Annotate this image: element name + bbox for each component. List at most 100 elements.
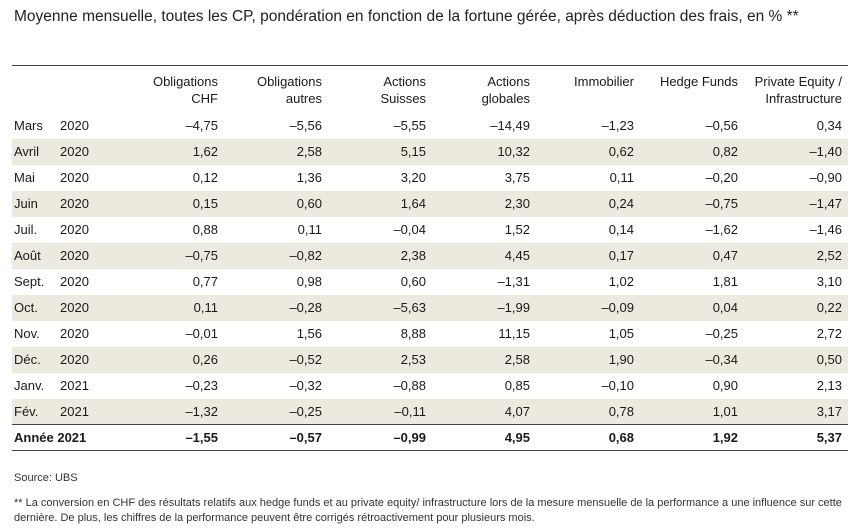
- table-row: Mai 2020 0,12 1,36 3,20 3,75 0,11 –0,20 –0,90: [12, 165, 848, 191]
- row-month: Oct.: [14, 300, 38, 315]
- cell-value: –0,82: [289, 248, 322, 263]
- cell-value: 0,60: [296, 196, 322, 211]
- cell-value: 0,47: [712, 248, 738, 263]
- row-year: 2020: [60, 222, 89, 237]
- table-row: Déc. 2020 0,26 –0,52 2,53 2,58 1,90 –0,34 0,50: [12, 346, 848, 373]
- cell-value: –1,31: [497, 274, 530, 289]
- cell-value: –0,88: [393, 378, 426, 393]
- cell-value: 3,75: [504, 170, 530, 185]
- table-row: Nov. 2020 –0,01 1,56 8,88 11,15 1,05 –0,25 2,72: [12, 321, 848, 347]
- cell-value: 1,62: [192, 144, 218, 159]
- cell-value: 0,17: [608, 248, 634, 263]
- cell-value: 3,10: [816, 274, 842, 289]
- cell-value: 2,13: [816, 378, 842, 393]
- cell-value: 0,24: [608, 196, 634, 211]
- cell-value: 0,78: [608, 403, 634, 419]
- cell-value: –0,34: [705, 352, 738, 367]
- cell-value: 2,52: [816, 248, 842, 263]
- cell-value: –0,25: [705, 326, 738, 341]
- row-year: 2020: [60, 144, 89, 159]
- row-month: Juin: [14, 196, 38, 211]
- cell-value: –0,75: [185, 248, 218, 263]
- cell-value: 0,50: [816, 352, 842, 367]
- month-header: [12, 65, 60, 113]
- table-row: Août 2020 –0,75 –0,82 2,38 4,45 0,17 0,47 2,52: [12, 242, 848, 269]
- row-year: 2020: [60, 118, 89, 133]
- row-year: 2020: [60, 274, 89, 289]
- total-value: 5,37: [816, 430, 842, 445]
- column-header-obligations-autres: Obligations autres: [224, 65, 328, 113]
- total-row: Année 2021 –1,55 –0,57 –0,99 4,95 0,68 1,92 5,3…: [12, 424, 848, 451]
- row-month: Sept.: [14, 274, 45, 289]
- total-value: –0,57: [289, 430, 322, 445]
- cell-value: 2,38: [400, 248, 426, 263]
- cell-value: 1,52: [504, 222, 530, 237]
- cell-value: 1,01: [712, 403, 738, 419]
- cell-value: 0,82: [712, 144, 738, 159]
- cell-value: –0,90: [809, 170, 842, 185]
- cell-value: –1,47: [809, 196, 842, 211]
- table-row: Juin 2020 0,15 0,60 1,64 2,30 0,24 –0,75 –1,47: [12, 190, 848, 217]
- performance-table: Obligations CHF Obligations autres Actions…: [12, 65, 848, 451]
- column-header-private-equity: Private Equity / Infrastructure: [744, 65, 848, 113]
- cell-value: 0,62: [608, 144, 634, 159]
- cell-value: 0,15: [192, 196, 218, 211]
- table-row: Janv. 2021 –0,23 –0,32 –0,88 0,85 –0,10 0,90 2,1…: [12, 373, 848, 399]
- cell-value: 0,26: [192, 352, 218, 367]
- cell-value: 0,85: [504, 378, 530, 393]
- cell-value: 8,88: [400, 326, 426, 341]
- cell-value: 0,98: [296, 274, 322, 289]
- total-value: 1,92: [712, 430, 738, 445]
- cell-value: 5,15: [400, 144, 426, 159]
- cell-value: 3,20: [400, 170, 426, 185]
- cell-value: 2,72: [816, 326, 842, 341]
- row-year: 2020: [60, 326, 89, 341]
- cell-value: 0,14: [608, 222, 634, 237]
- cell-value: –0,23: [185, 378, 218, 393]
- cell-value: –1,99: [497, 300, 530, 315]
- cell-value: –4,75: [185, 118, 218, 133]
- total-value: –0,99: [393, 430, 426, 445]
- cell-value: 1,56: [296, 326, 322, 341]
- cell-value: 2,30: [504, 196, 530, 211]
- row-year: 2020: [60, 248, 89, 263]
- cell-value: –5,63: [393, 300, 426, 315]
- cell-value: –0,04: [393, 222, 426, 237]
- cell-value: 0,11: [297, 222, 322, 237]
- row-month: Août: [14, 248, 41, 263]
- cell-value: –0,20: [705, 170, 738, 185]
- row-year: 2020: [60, 352, 89, 367]
- row-month: Avril: [14, 144, 40, 159]
- cell-value: 0,12: [192, 170, 218, 185]
- row-month: Mai: [14, 170, 35, 185]
- total-value: –1,55: [185, 430, 218, 445]
- footnote: ** La conversion en CHF des résultats re…: [14, 497, 842, 524]
- cell-value: 1,81: [712, 274, 738, 289]
- cell-value: –0,25: [289, 403, 322, 419]
- source-note: Source: UBS: [14, 472, 78, 484]
- row-month: Juil.: [14, 222, 38, 237]
- cell-value: –5,55: [393, 118, 426, 133]
- row-year: 2020: [60, 196, 89, 211]
- total-value: 4,95: [504, 430, 530, 445]
- cell-value: 1,05: [608, 326, 634, 341]
- row-year: 2021: [60, 403, 89, 419]
- cell-value: 1,02: [608, 274, 634, 289]
- cell-value: –5,56: [289, 118, 322, 133]
- cell-value: 0,22: [816, 300, 842, 315]
- row-month: Fév.: [14, 403, 39, 419]
- page-title: Moyenne mensuelle, toutes les CP, pondér…: [14, 8, 799, 25]
- column-header-obligations-chf: Obligations CHF: [120, 65, 224, 113]
- column-header-immobilier: Immobilier: [536, 65, 640, 113]
- row-month: Janv.: [14, 378, 45, 393]
- cell-value: 0,04: [712, 300, 738, 315]
- column-header-actions-suisses: Actions Suisses: [328, 65, 432, 113]
- cell-value: –14,49: [490, 118, 530, 133]
- cell-value: 0,60: [400, 274, 426, 289]
- row-year: 2020: [60, 300, 89, 315]
- table-row: Oct. 2020 0,11 –0,28 –5,63 –1,99 –0,09 0,04 0,22: [12, 294, 848, 321]
- cell-value: 1,90: [608, 352, 634, 367]
- table-row: Fév. 2021 –1,32 –0,25 –0,11 4,07 0,78 1,01 3,17: [12, 398, 848, 425]
- table-row: Sept. 2020 0,77 0,98 0,60 –1,31 1,02 1,81 3,10: [12, 269, 848, 295]
- column-header-hedge-funds: Hedge Funds: [640, 65, 744, 113]
